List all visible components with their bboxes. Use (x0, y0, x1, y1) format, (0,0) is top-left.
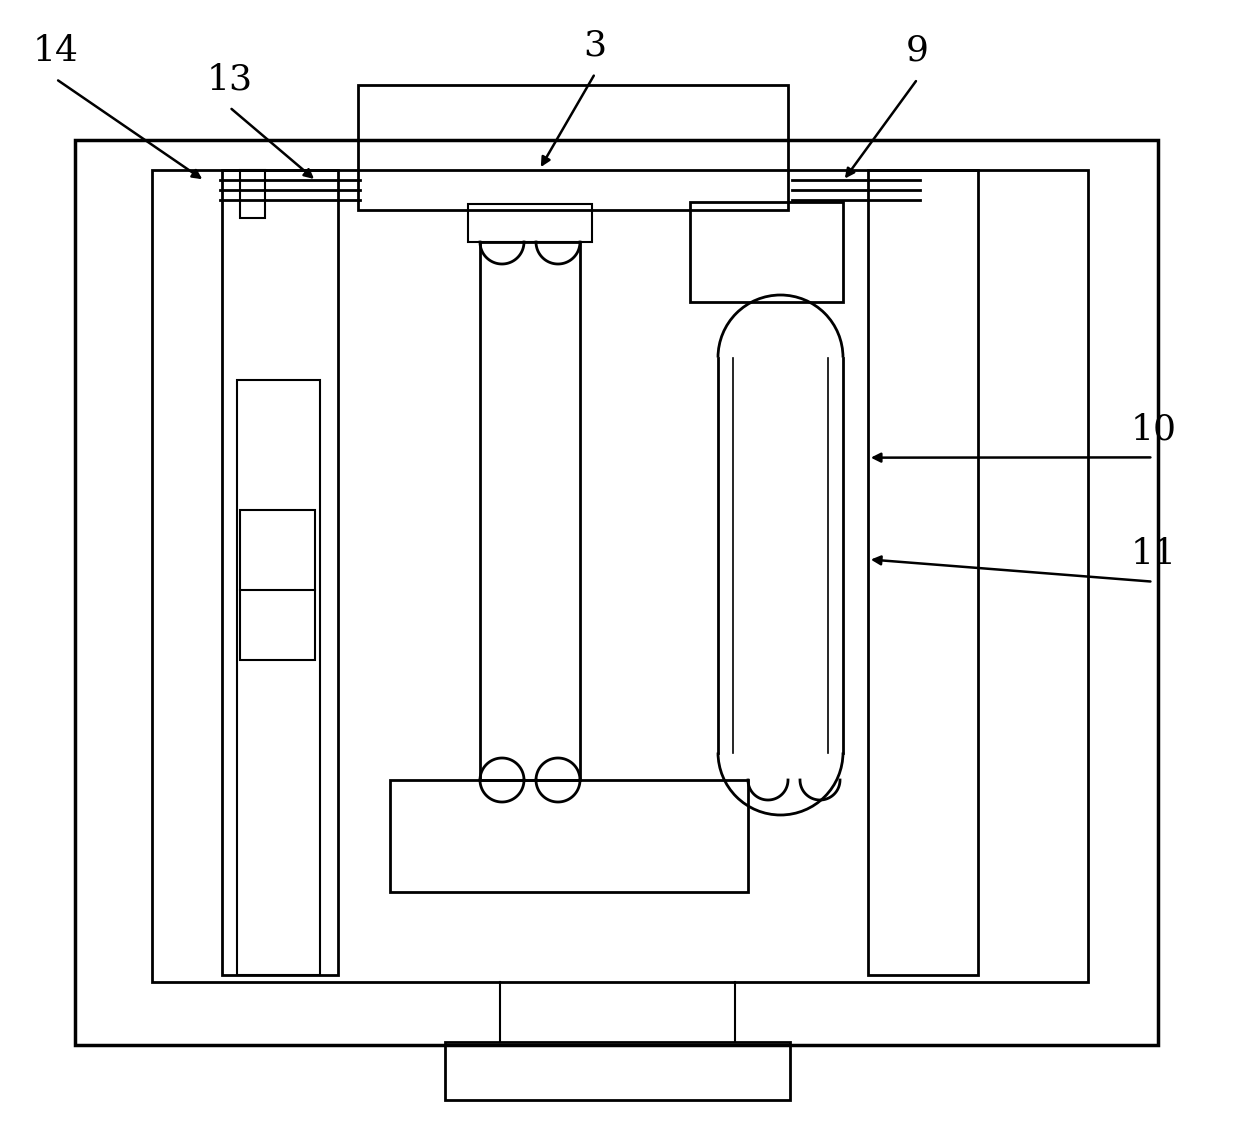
Bar (445, 1042, 790, 1099)
Text: 11: 11 (1130, 537, 1177, 571)
Bar (689, 202, 843, 302)
Bar (467, 205, 591, 242)
Bar (222, 170, 339, 975)
Text: 3: 3 (584, 28, 606, 62)
Bar (241, 510, 315, 660)
Text: 14: 14 (32, 34, 79, 68)
Bar (480, 242, 580, 780)
Text: 9: 9 (906, 34, 929, 68)
Text: 10: 10 (1130, 412, 1177, 446)
Bar (153, 170, 1087, 982)
Bar (237, 380, 320, 975)
Bar (358, 85, 787, 210)
Bar (241, 170, 265, 218)
Bar (868, 170, 978, 975)
Text: 13: 13 (206, 62, 253, 96)
Bar (74, 140, 1158, 1045)
Bar (391, 780, 748, 892)
